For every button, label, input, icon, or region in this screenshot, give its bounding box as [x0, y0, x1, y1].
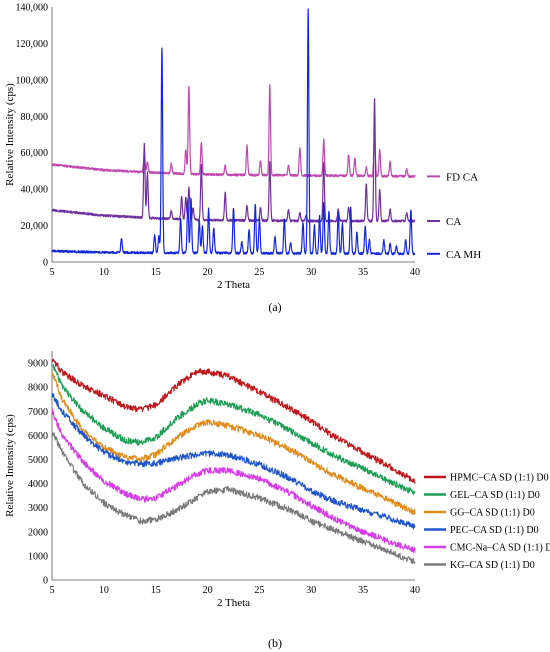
- y-tick-label: 20,000: [21, 221, 49, 232]
- legend-label: GG–CA SD (1:1) D0: [450, 508, 535, 519]
- y-tick-label: 0: [43, 258, 48, 269]
- legend-label: PEC–CA SD (1:1) D0: [450, 525, 539, 536]
- legend-label: CA MH: [446, 249, 481, 261]
- y-axis-title: Relative Intensity (cps): [4, 83, 16, 186]
- x-axis-title: 2 Theta: [217, 597, 250, 609]
- y-tick-label: 1000: [28, 551, 48, 562]
- y-tick-label: 100,000: [16, 75, 49, 86]
- legend-label: KG–CA SD (1:1) D0: [450, 560, 535, 571]
- x-tick-label: 25: [254, 267, 264, 278]
- series-line-4: [51, 392, 416, 530]
- legend-label: CA: [446, 216, 461, 228]
- y-tick-label: 60,000: [21, 148, 49, 159]
- series-line-ca-mh: [51, 8, 416, 256]
- x-tick-label: 35: [358, 267, 368, 278]
- x-tick-label: 5: [50, 585, 55, 596]
- x-tick-label: 25: [254, 585, 264, 596]
- y-tick-label: 40,000: [21, 185, 49, 196]
- y-tick-label: 4000: [28, 479, 48, 490]
- panel-label-a: (a): [268, 300, 282, 314]
- legend-label: CMC-Na–CA SD (1:1) D0: [450, 543, 550, 554]
- y-tick-label: 2000: [28, 527, 48, 538]
- y-tick-label: 9000: [28, 359, 48, 370]
- chart-b: 0 1000 2000 3000 4000 5000 6000 7000 8000 9000 5 10…: [4, 351, 550, 609]
- x-tick-label: 10: [99, 585, 109, 596]
- series-line-5: [51, 408, 416, 553]
- x-tick-label: 30: [306, 585, 316, 596]
- series-line-1: [51, 358, 416, 484]
- x-tick-label: 20: [203, 585, 213, 596]
- x-axis-title: 2 Theta: [217, 279, 250, 290]
- legend-label: GEL–CA SD (1:1) D0: [450, 490, 540, 501]
- x-tick-label: 15: [151, 267, 161, 278]
- y-tick-label: 7000: [28, 407, 48, 418]
- panel-label-b: (b): [268, 636, 282, 650]
- y-tick-label: 120,000: [16, 39, 49, 50]
- y-tick-label: 3000: [28, 503, 48, 514]
- series-line-6: [51, 432, 416, 565]
- x-tick-label: 20: [203, 267, 213, 278]
- x-tick-label: 15: [151, 585, 161, 596]
- series-line-2: [51, 364, 416, 495]
- chart-a: 0 20,000 40,000 60,000 80,000 100,000 120,000 1…: [4, 3, 481, 291]
- x-tick-label: 10: [99, 267, 109, 278]
- x-tick-label: 40: [410, 585, 420, 596]
- series-line-ca: [51, 98, 416, 223]
- series-line-3: [51, 373, 416, 515]
- x-tick-label: 5: [50, 267, 55, 278]
- x-tick-label: 40: [410, 267, 420, 278]
- series-line-fd-ca: [51, 84, 416, 179]
- y-tick-label: 5000: [28, 455, 48, 466]
- y-axis-title: Relative Intensity (cps): [4, 414, 16, 517]
- legend-label: FD CA: [446, 171, 478, 183]
- x-tick-label: 35: [358, 585, 368, 596]
- y-tick-label: 140,000: [16, 3, 49, 14]
- y-tick-label: 6000: [28, 431, 48, 442]
- y-tick-label: 8000: [28, 383, 48, 394]
- legend-label: HPMC–CA SD (1:1) D0: [450, 473, 549, 484]
- y-tick-label: 80,000: [21, 112, 49, 123]
- y-tick-label: 0: [43, 576, 48, 587]
- x-tick-label: 30: [306, 267, 316, 278]
